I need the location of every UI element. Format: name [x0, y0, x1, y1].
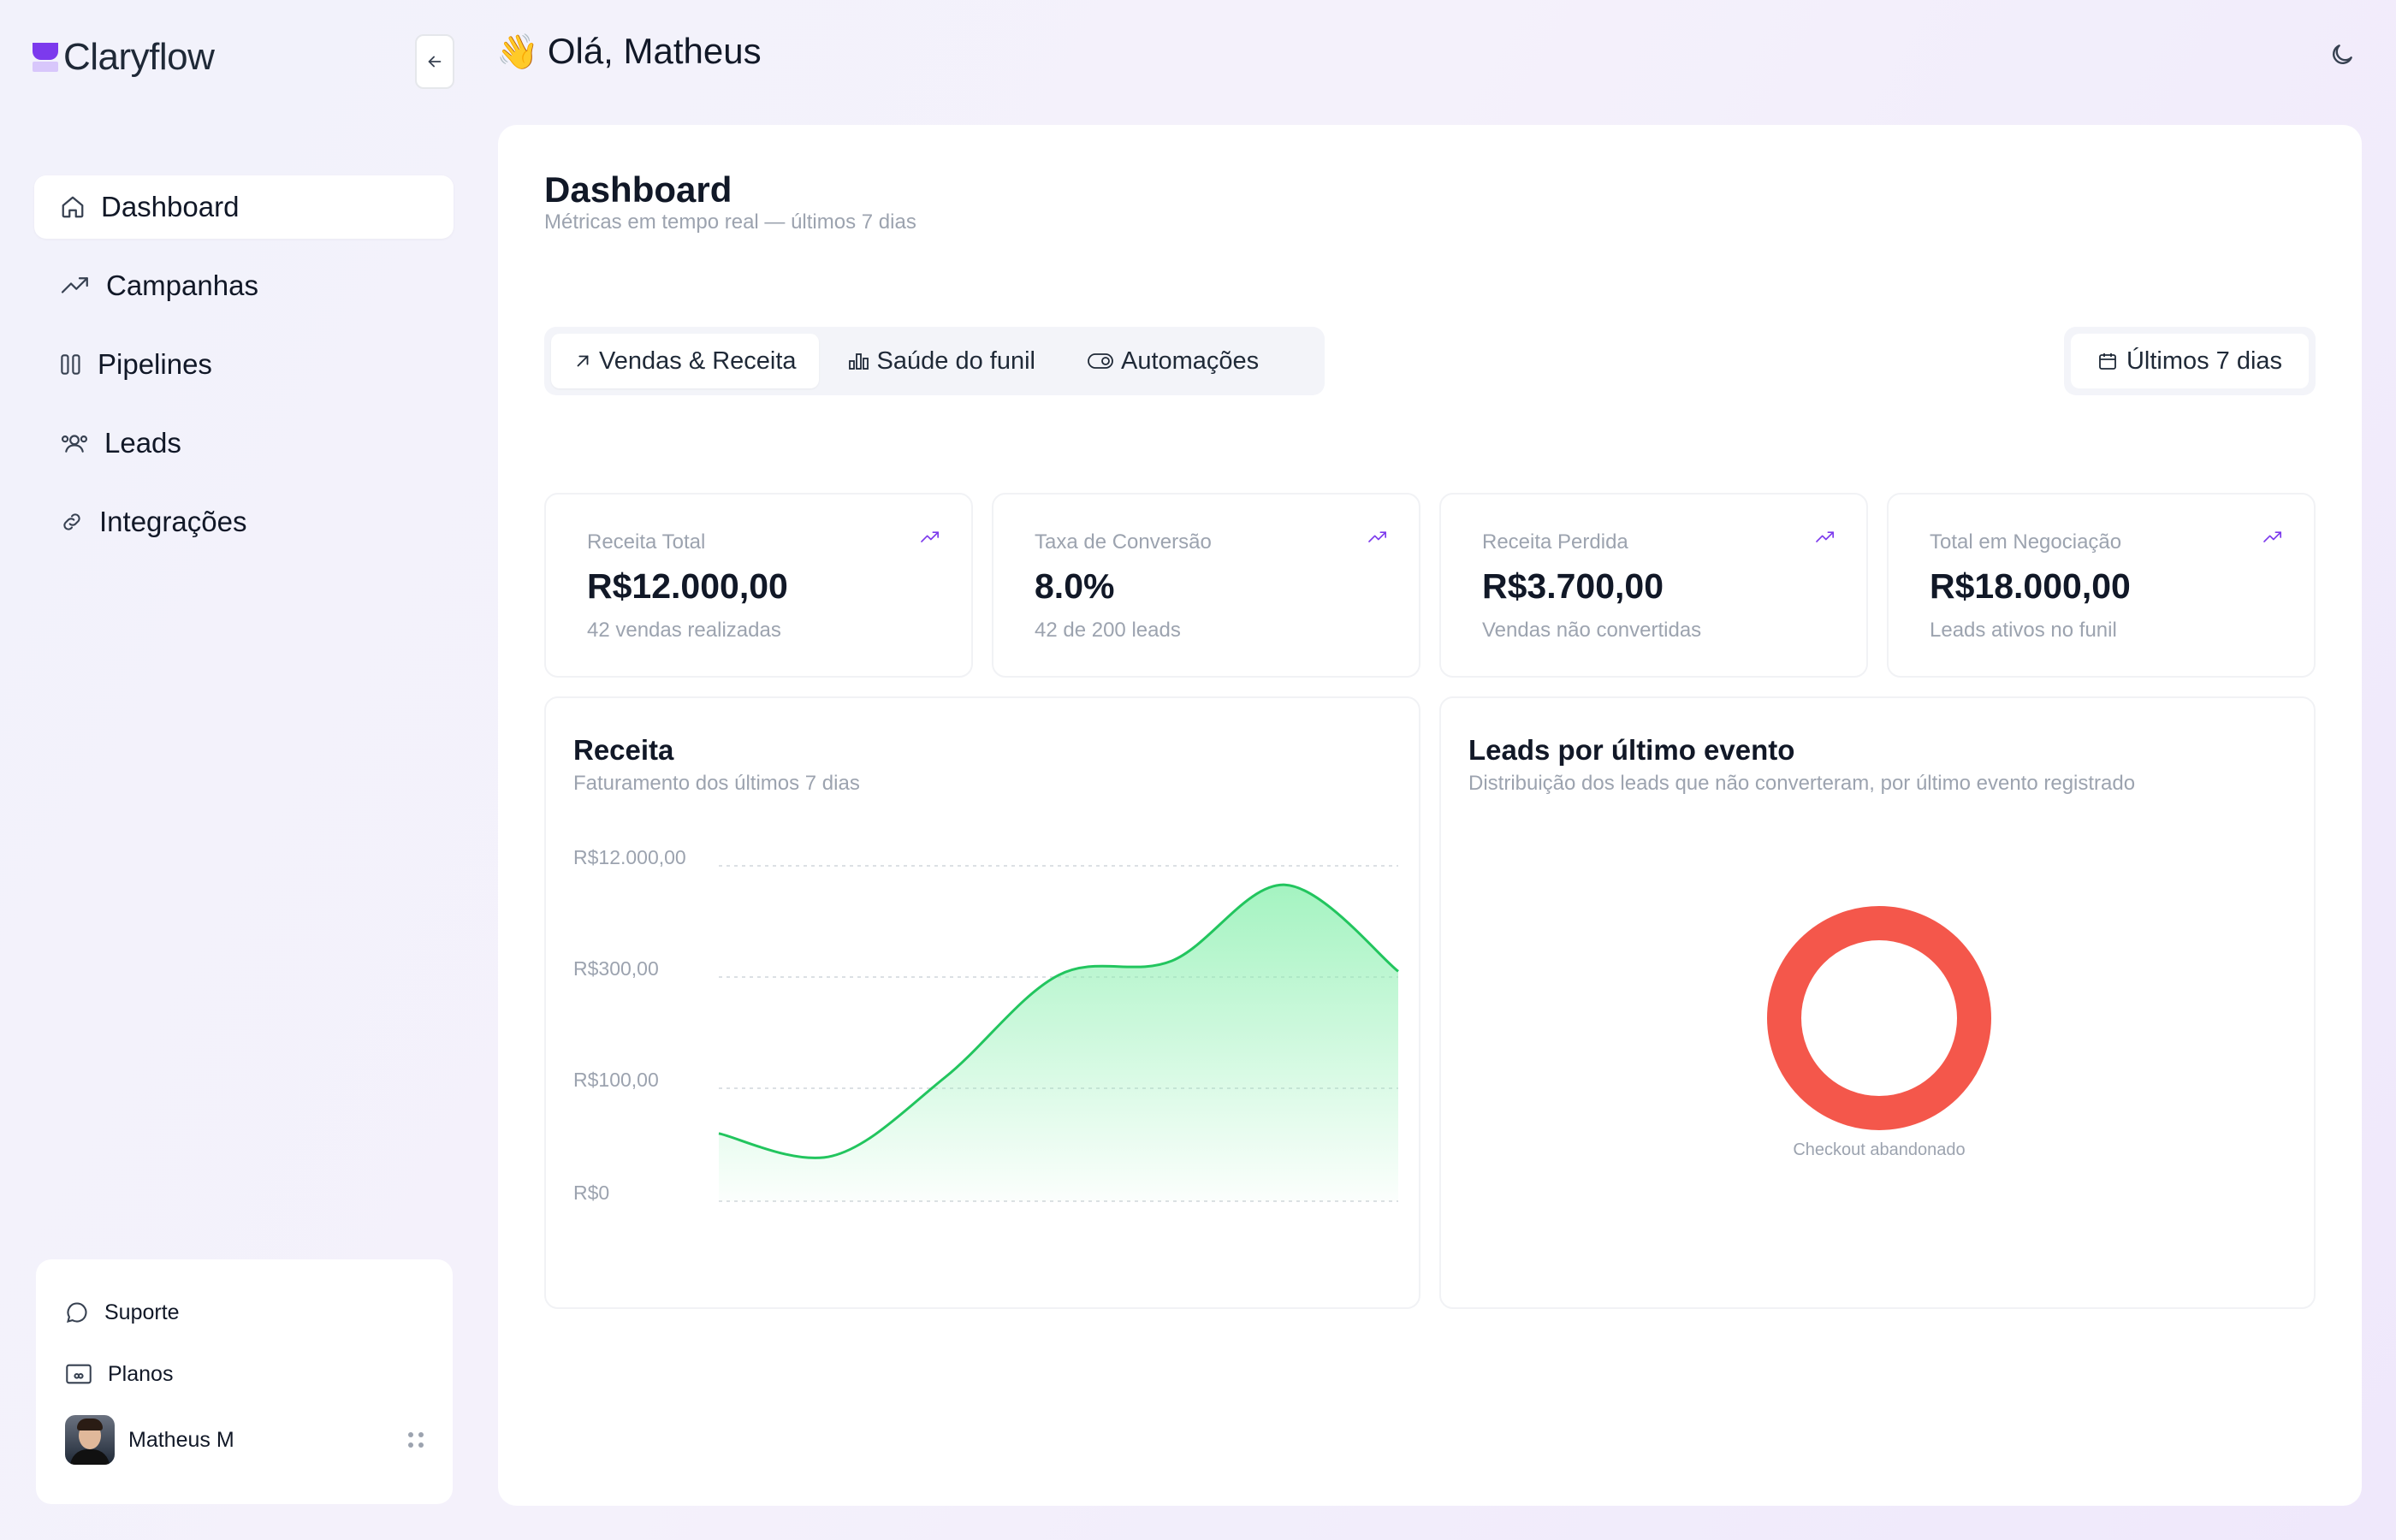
plans-card-icon: [66, 1364, 92, 1384]
arrow-left-icon: [428, 56, 442, 68]
kpi-value: R$3.700,00: [1482, 566, 1664, 606]
kpi-value: R$12.000,00: [587, 566, 788, 606]
tab-label: Saúde do funil: [876, 346, 1035, 375]
avatar: [65, 1415, 115, 1465]
panel-subtitle: Distribuição dos leads que não converter…: [1468, 772, 2136, 795]
kpi-cards: Receita Total R$12.000,00 42 vendas real…: [544, 493, 2316, 678]
plans-link[interactable]: Planos: [65, 1343, 424, 1405]
revenue-area: [719, 885, 1398, 1201]
leads-donut-chart: Checkout abandonado: [1767, 906, 1991, 1159]
y-tick-label: R$12.000,00: [573, 846, 686, 868]
support-link[interactable]: Suporte: [65, 1282, 424, 1343]
kpi-card-receita-total: Receita Total R$12.000,00 42 vendas real…: [544, 493, 973, 678]
moon-icon: [2333, 44, 2352, 64]
kpi-card-receita-perdida: Receita Perdida R$3.700,00 Vendas não co…: [1439, 493, 1868, 678]
y-tick-label: R$300,00: [573, 957, 659, 980]
waving-hand-icon: 👋: [496, 33, 539, 71]
tab-label: Vendas & Receita: [599, 346, 797, 375]
page-title: Dashboard: [544, 169, 732, 210]
user-name: Matheus M: [128, 1427, 234, 1452]
donut-slice[interactable]: [1767, 906, 1991, 1130]
panel-subtitle: Faturamento dos últimos 7 dias: [573, 772, 860, 795]
y-tick-label: R$100,00: [573, 1069, 659, 1091]
drag-handle-icon[interactable]: [408, 1432, 424, 1448]
greeting-text: Olá, Matheus: [547, 31, 762, 71]
sidebar-item-leads[interactable]: Leads: [34, 412, 454, 475]
sidebar-item-label: Dashboard: [101, 191, 240, 222]
users-icon: [61, 435, 88, 453]
donut-category-label: Checkout abandonado: [1793, 1140, 1965, 1159]
date-range-picker[interactable]: Últimos 7 dias: [2064, 327, 2316, 395]
kpi-sub: Vendas não convertidas: [1482, 619, 1702, 642]
kpi-label: Receita Perdida: [1482, 530, 1628, 554]
sidebar-item-label: Leads: [104, 427, 181, 459]
kpi-label: Total em Negociação: [1930, 530, 2122, 554]
panel-title: Leads por último evento: [1468, 734, 1795, 766]
sidebar-nav: Dashboard Campanhas Pipelines Leads Inte…: [34, 175, 454, 569]
page-subtitle: Métricas em tempo real — últimos 7 dias: [544, 210, 916, 234]
sidebar-item-label: Integrações: [99, 506, 247, 537]
sidebar-item-integracoes[interactable]: Integrações: [34, 490, 454, 554]
kpi-sub: Leads ativos no funil: [1930, 619, 2117, 642]
sidebar-item-campanhas[interactable]: Campanhas: [34, 254, 454, 317]
sidebar-item-pipelines[interactable]: Pipelines: [34, 333, 454, 396]
date-range-button[interactable]: Últimos 7 dias: [2071, 334, 2309, 388]
trending-up-icon: [2263, 531, 2282, 542]
support-label: Suporte: [104, 1300, 180, 1324]
kpi-card-taxa-conversao: Taxa de Conversão 8.0% 42 de 200 leads: [992, 493, 1420, 678]
theme-toggle-button[interactable]: [2323, 36, 2361, 74]
kpi-label: Taxa de Conversão: [1035, 530, 1212, 554]
user-menu[interactable]: Matheus M: [65, 1415, 424, 1465]
calendar-icon: [2099, 353, 2116, 370]
greeting: 👋 Olá, Matheus: [496, 31, 762, 72]
y-tick-label: R$0: [573, 1182, 609, 1204]
bar-chart-icon: [848, 353, 869, 370]
revenue-chart-panel: Receita Faturamento dos últimos 7 dias R…: [544, 696, 1420, 1309]
kpi-sub: 42 vendas realizadas: [587, 619, 781, 642]
kpi-sub: 42 de 200 leads: [1035, 619, 1181, 642]
arrow-up-right-icon: [577, 355, 589, 367]
sidebar-item-dashboard[interactable]: Dashboard: [34, 175, 454, 239]
columns-icon: [61, 354, 80, 375]
revenue-line: [718, 883, 1399, 1159]
date-range-label: Últimos 7 dias: [2126, 346, 2283, 375]
dashboard-tabs: Vendas & Receita Saúde do funil Automaçõ…: [544, 327, 1325, 395]
tab-vendas-receita[interactable]: Vendas & Receita: [551, 334, 819, 388]
app-logo[interactable]: Claryflow: [33, 36, 215, 79]
plans-label: Planos: [108, 1361, 174, 1386]
home-icon: [62, 196, 84, 218]
trending-up-icon: [1368, 531, 1386, 542]
kpi-value: R$18.000,00: [1930, 566, 2131, 606]
sidebar-footer: Suporte Planos Matheus M: [36, 1259, 453, 1504]
sidebar-item-label: Campanhas: [106, 270, 258, 301]
tab-saude-funil[interactable]: Saúde do funil: [826, 334, 1058, 388]
trending-up-icon: [61, 277, 88, 293]
tab-label: Automações: [1120, 346, 1260, 375]
leads-chart-panel: Leads por último evento Distribuição dos…: [1439, 696, 2316, 1309]
claryflow-logo-icon: [33, 43, 58, 72]
trending-up-icon: [921, 531, 939, 542]
collapse-sidebar-button[interactable]: [415, 34, 454, 89]
kpi-label: Receita Total: [587, 530, 706, 554]
kpi-value: 8.0%: [1035, 566, 1115, 606]
chat-bubble-icon: [67, 1302, 87, 1323]
main-panel: Dashboard Métricas em tempo real — últim…: [498, 125, 2362, 1506]
panel-title: Receita: [573, 734, 674, 766]
tab-automacoes[interactable]: Automações: [1065, 334, 1281, 388]
revenue-area-chart: R$12.000,00 R$300,00 R$100,00 R$0: [573, 846, 1399, 1204]
link-icon: [63, 513, 80, 530]
toggle-icon: [1088, 353, 1113, 369]
sidebar-item-label: Pipelines: [98, 348, 212, 380]
trending-up-icon: [1816, 531, 1835, 542]
kpi-card-total-negociacao: Total em Negociação R$18.000,00 Leads at…: [1887, 493, 2316, 678]
app-name: Claryflow: [63, 36, 215, 78]
